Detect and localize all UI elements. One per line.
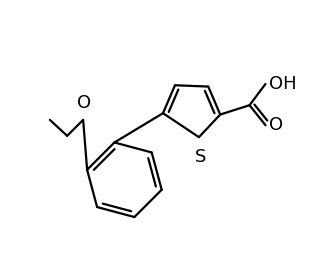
Text: O: O xyxy=(77,94,91,112)
Text: OH: OH xyxy=(270,75,297,93)
Text: S: S xyxy=(195,148,206,166)
Text: O: O xyxy=(270,116,284,134)
